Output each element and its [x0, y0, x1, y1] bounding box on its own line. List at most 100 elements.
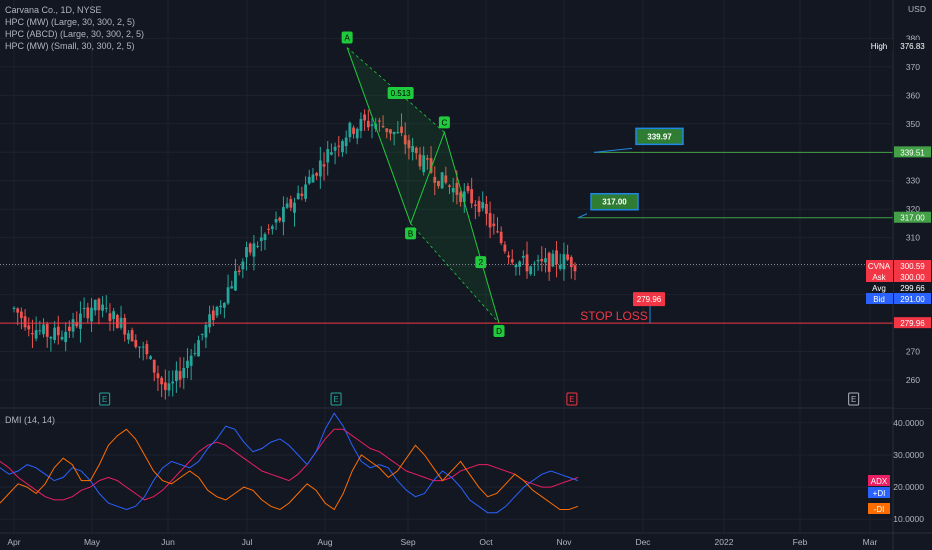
candle-body — [256, 245, 259, 247]
pattern-point-0.513-badge[interactable] — [387, 87, 414, 100]
candle-body — [414, 147, 418, 154]
candle-body — [422, 155, 426, 173]
axis-tag-bid-value: 291.00 — [900, 295, 925, 304]
candle-body — [23, 316, 27, 328]
candle-body — [182, 367, 186, 378]
candle-body — [149, 356, 152, 359]
candle-body — [270, 226, 274, 230]
candle-body — [425, 158, 429, 160]
axis-tag-ask-value: 300.00 — [900, 273, 925, 282]
stop-loss-box[interactable] — [633, 292, 665, 307]
indicator-legend-abcd-large[interactable]: HPC (ABCD) (Large, 30, 300, 2, 5) — [5, 29, 145, 39]
candle-body — [551, 253, 555, 267]
candle-body — [278, 217, 282, 221]
axis-tag-cvna-value: 300.59 — [900, 262, 925, 271]
candle-body — [42, 324, 45, 335]
earnings-marker-icon[interactable] — [848, 392, 860, 406]
dmi-tick-20: 20.0000 — [893, 482, 924, 492]
candle-body — [130, 330, 134, 342]
pattern-legs — [346, 47, 500, 324]
indicator-legend-mw-large[interactable]: HPC (MW) (Large, 30, 300, 2, 5) — [5, 17, 136, 27]
candle-body — [222, 302, 226, 308]
indicator-legend-mw-small[interactable]: HPC (MW) (Small, 30, 300, 2, 5) — [5, 41, 135, 51]
candle-body — [566, 254, 570, 260]
stop-loss-text: STOP LOSS — [580, 309, 648, 323]
candlestick-series — [12, 109, 577, 400]
time-tick-Apr: Apr — [7, 537, 20, 547]
candle-body — [204, 325, 208, 338]
candle-body — [282, 207, 285, 223]
price-tick-360: 360 — [906, 90, 920, 100]
level-axis-tag-2-value: 279.96 — [900, 319, 925, 328]
axis-tag-cvna-value-bg — [894, 260, 931, 271]
time-tick-Dec: Dec — [635, 537, 651, 547]
candle-body — [79, 313, 82, 329]
pattern-point-B-badge[interactable] — [405, 227, 417, 240]
candle-body — [115, 314, 119, 329]
candle-body — [333, 146, 337, 151]
axis-tag-bid-value-bg — [894, 293, 931, 304]
candle-body — [363, 114, 367, 121]
time-tick-Jul: Jul — [242, 537, 253, 547]
earnings-marker-icon[interactable] — [99, 392, 111, 406]
time-axis[interactable]: Apr May Jun Jul Aug Sep Oct Nov Dec 2022 Feb Mar — [0, 532, 932, 547]
candle-body — [134, 340, 138, 348]
axis-tag-bid-label: Bid — [873, 295, 885, 304]
candle-body — [285, 203, 289, 208]
price-axis[interactable]: USD2602702802903003103203303403503603703… — [866, 0, 932, 408]
candle-body — [152, 359, 156, 373]
pattern-point-A-badge[interactable] — [341, 31, 353, 44]
candle-body — [400, 126, 403, 133]
candle-body — [38, 330, 42, 332]
pattern-point-D-label: D — [496, 327, 502, 336]
pattern-point-2-badge[interactable] — [475, 256, 487, 269]
candle-body — [477, 200, 481, 213]
candle-body — [171, 381, 175, 384]
harmonic-pattern: A 0.513 B C 2 D — [341, 31, 505, 338]
candle-body — [330, 152, 333, 155]
candle-body — [377, 120, 381, 122]
candle-body — [300, 193, 304, 196]
pattern-point-D-badge[interactable] — [493, 325, 505, 338]
candle-body — [521, 256, 525, 258]
candle-body — [344, 137, 348, 147]
candle-body — [418, 154, 422, 167]
candle-body — [31, 333, 34, 335]
price-levels[interactable]: 339.97 317.00 279.96 STOP LOSS — [0, 127, 893, 324]
candle-body — [507, 255, 510, 258]
dmi-legend[interactable]: DMI (14, 14) — [5, 415, 56, 425]
candle-body — [145, 344, 149, 355]
target-box-339.97[interactable] — [635, 127, 684, 146]
pattern-fill-abc — [347, 47, 445, 224]
target-box-317.00[interactable] — [590, 192, 639, 211]
candle-body — [252, 243, 256, 257]
candle-body — [366, 120, 370, 128]
candle-body — [75, 321, 79, 327]
time-tick-Aug: Aug — [317, 537, 332, 547]
pattern-point-C-badge[interactable] — [438, 116, 450, 129]
candle-body — [64, 331, 68, 343]
earnings-marker-icon[interactable] — [330, 392, 342, 406]
candle-body — [370, 124, 374, 126]
dmi-line-plusminus-di — [0, 412, 579, 514]
target-label-339.97: 339.97 — [647, 132, 672, 141]
dmi-tick-40: 40.0000 — [893, 418, 924, 428]
candle-body — [355, 128, 359, 139]
dmi-axis[interactable]: 10.0000 20.0000 30.0000 40.0000 ADX +DI -DI — [868, 409, 932, 533]
candle-body — [53, 327, 56, 340]
earnings-marker-label: E — [569, 395, 574, 404]
candle-body — [127, 333, 130, 340]
symbol-title[interactable]: Carvana Co., 1D, NYSE — [5, 5, 102, 15]
candle-body — [160, 377, 164, 385]
candle-body — [307, 176, 311, 184]
candle-body — [485, 203, 488, 214]
candle-body — [466, 186, 470, 192]
candle-body — [496, 231, 499, 233]
candle-body — [407, 140, 411, 149]
earnings-marker-icon[interactable] — [566, 392, 578, 406]
axis-tag-ask-label: Ask — [872, 273, 886, 282]
axis-tag-cvna-label: CVNA — [868, 262, 891, 271]
price-tick-310: 310 — [906, 233, 920, 243]
